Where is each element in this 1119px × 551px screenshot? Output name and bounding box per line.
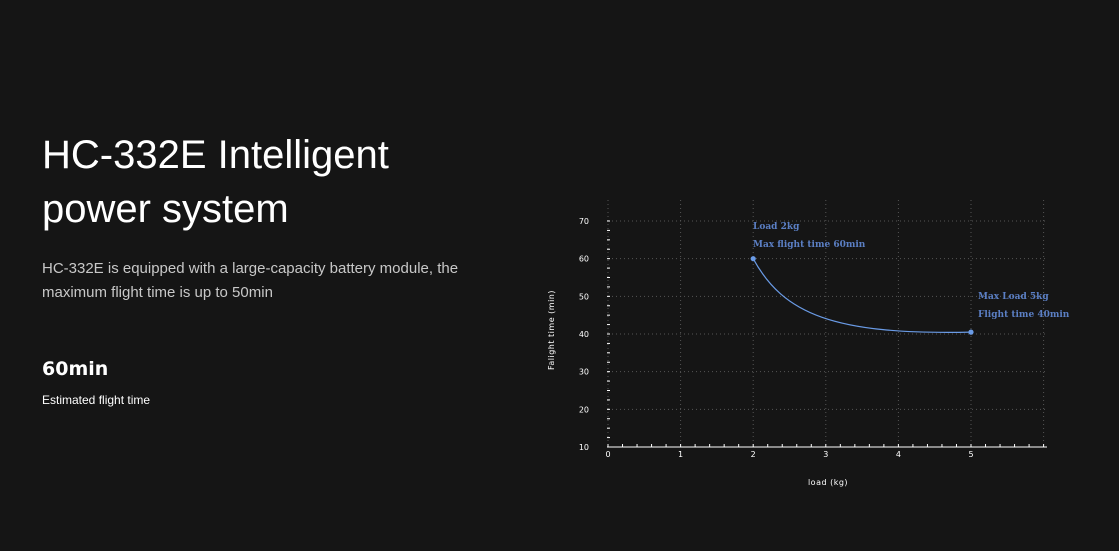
series-line [752, 258, 972, 333]
flight-time-value: 60min [42, 358, 109, 380]
x-tick-label: 2 [751, 450, 756, 459]
y-tick-label: 30 [579, 368, 589, 377]
page-description: HC-332E is equipped with a large-capacit… [42, 260, 459, 301]
x-tick-label: 5 [968, 450, 973, 459]
chart-series [750, 256, 974, 335]
annotation-text: Load 2kg [753, 222, 800, 232]
title-line-1: HC-332E Intelligent [42, 133, 389, 177]
x-axis-title: load (kg) [808, 478, 848, 487]
x-tick-label: 3 [823, 450, 828, 459]
y-tick-labels: 10 20 30 40 50 60 70 [579, 217, 589, 452]
x-tick-labels: 0 1 2 3 4 5 [605, 450, 973, 459]
y-tick-label: 50 [579, 292, 589, 301]
flight-time-label: Estimated flight time [42, 393, 151, 407]
annotation-text: Max flight time 60min [753, 240, 866, 250]
y-axis-title: Falight time (min) [547, 290, 556, 370]
x-tick-label: 1 [678, 450, 683, 459]
y-tick-label: 60 [579, 255, 589, 264]
x-tick-label: 0 [605, 450, 610, 459]
y-tick-label: 10 [579, 443, 589, 452]
chart-annotations: Load 2kg Max flight time 60min Max Load 5k… [753, 222, 1070, 320]
title-line-2: power system [42, 187, 289, 231]
chart-grid [607, 200, 1047, 448]
y-tick-label: 20 [579, 405, 589, 414]
annotation-text: Flight time 40min [978, 310, 1070, 320]
y-tick-label: 70 [579, 217, 589, 226]
y-tick-label: 40 [579, 330, 589, 339]
page-title: HC-332E Intelligent power system [42, 128, 522, 236]
annotation-text: Max Load 5kg [978, 292, 1049, 302]
x-tick-label: 4 [896, 450, 901, 459]
data-point [750, 256, 756, 262]
data-point [968, 329, 974, 335]
